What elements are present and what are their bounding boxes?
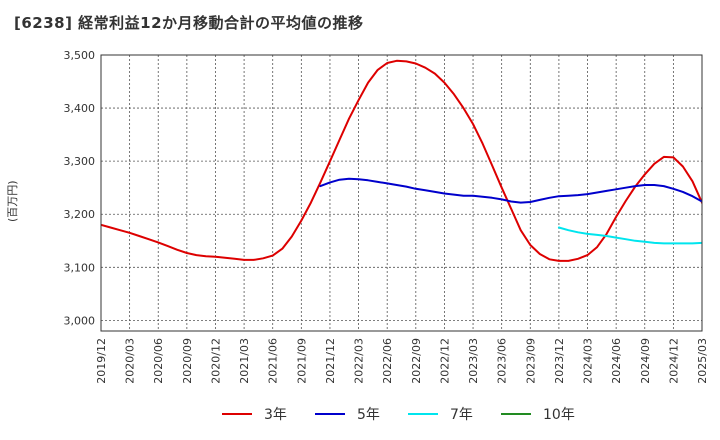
- x-tick-label: 2023/12: [553, 338, 566, 384]
- legend-label: 10年: [543, 407, 575, 423]
- legend-label: 3年: [264, 407, 287, 423]
- x-tick-label: 2021/09: [295, 338, 308, 384]
- y-tick-labels: 3,000 3,100 3,200 3,300 3,400 3,500: [64, 49, 96, 327]
- series-line-5年: [319, 177, 702, 204]
- series-lines: [101, 59, 702, 262]
- x-tick-label: 2024/12: [667, 338, 680, 384]
- x-tick-label: 2023/03: [467, 338, 480, 384]
- legend-label: 7年: [450, 407, 473, 423]
- x-tick-label: 2020/03: [124, 338, 137, 384]
- grid: [100, 54, 703, 331]
- series-line-7年: [557, 226, 702, 245]
- chart-title: [6238] 経常利益12か月移動合計の平均値の推移: [14, 14, 364, 32]
- x-tick-label: 2021/06: [267, 338, 280, 384]
- x-tick-label: 2020/06: [152, 338, 165, 384]
- x-tick-label: 2023/06: [496, 338, 509, 384]
- y-tick-label: 3,400: [64, 102, 96, 115]
- x-tick-label: 2022/06: [381, 338, 394, 384]
- y-tick-label: 3,000: [64, 314, 96, 327]
- x-tick-label: 2021/12: [324, 338, 337, 384]
- x-tick-label: 2024/09: [639, 338, 652, 384]
- legend: 3年 5年 7年 10年: [222, 407, 575, 423]
- y-tick-label: 3,500: [64, 49, 96, 62]
- legend-label: 5年: [357, 407, 380, 423]
- y-tick-label: 3,100: [64, 261, 96, 274]
- x-tick-label: 2024/03: [582, 338, 595, 384]
- x-tick-label: 2020/09: [181, 338, 194, 384]
- plot-frame: [100, 54, 703, 332]
- x-tick-label: 2019/12: [95, 338, 108, 384]
- series-line-3年: [101, 59, 702, 262]
- x-tick-label: 2024/06: [610, 338, 623, 384]
- y-tick-label: 3,200: [64, 208, 96, 221]
- x-tick-label: 2025/03: [696, 338, 709, 384]
- x-tick-label: 2020/12: [209, 338, 222, 384]
- x-tick-label: 2022/12: [438, 338, 451, 384]
- x-tick-label: 2023/09: [524, 338, 537, 384]
- x-tick-label: 2021/03: [238, 338, 251, 384]
- x-tick-label: 2022/03: [353, 338, 366, 384]
- x-tick-label: 2022/09: [410, 338, 423, 384]
- x-tick-labels: 2019/12 2020/03 2020/06 2020/09 2020/12 2021/…: [95, 338, 709, 384]
- y-tick-label: 3,300: [64, 155, 96, 168]
